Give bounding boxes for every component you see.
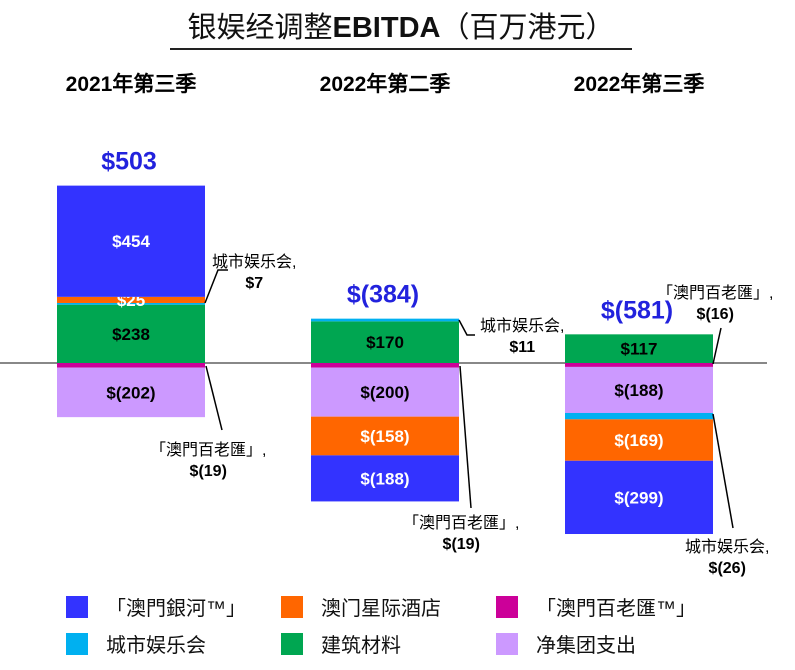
leader-line xyxy=(712,413,734,529)
data-label: $454 xyxy=(112,232,150,251)
callout: 城市娱乐会, $11 xyxy=(480,318,565,356)
bar-segment xyxy=(57,296,205,303)
legend-swatch xyxy=(281,595,303,618)
bar-segment xyxy=(311,321,459,363)
data-label: $(202) xyxy=(106,383,155,402)
bar-segment xyxy=(565,366,713,413)
bar-segment xyxy=(311,363,459,368)
leader-line xyxy=(205,365,223,431)
data-label: $(188) xyxy=(360,469,409,488)
bar-segment xyxy=(311,416,459,456)
leader-line xyxy=(459,365,472,509)
bar-segment xyxy=(565,363,713,367)
data-label: $117 xyxy=(621,340,658,359)
total-label: $(581) xyxy=(601,296,673,324)
bar-segment xyxy=(57,185,205,297)
legend-swatch xyxy=(281,632,303,655)
data-label: $238 xyxy=(112,325,150,344)
callout: 城市娱乐会, $7 xyxy=(212,254,297,292)
bar-segment xyxy=(57,367,205,418)
legend-item: 城市娱乐会 xyxy=(66,629,206,658)
total-label: $503 xyxy=(101,148,157,176)
bar-segment xyxy=(57,363,205,368)
data-label: $(200) xyxy=(360,383,409,402)
total-label: $(384) xyxy=(347,281,419,309)
leader-line xyxy=(712,327,722,365)
category-label: 2022年第三季 xyxy=(573,73,705,96)
legend-swatch xyxy=(66,595,88,618)
data-label: $170 xyxy=(366,333,404,352)
callout: 「澳門百老匯」, $(16) xyxy=(657,285,774,323)
legend-swatch xyxy=(496,595,518,618)
leader-line xyxy=(458,319,475,336)
leader-lines xyxy=(204,269,734,529)
legend-item: 澳门星际酒店 xyxy=(281,592,441,621)
data-label: $(169) xyxy=(614,431,663,450)
bar-segment xyxy=(311,455,459,502)
chart-title: 银娱经调整EBITDA（百万港元） xyxy=(170,4,632,50)
data-label: $(188) xyxy=(614,381,663,400)
data-label: $(299) xyxy=(614,488,663,507)
category-label: 2021年第三季 xyxy=(65,73,197,96)
bar-segment xyxy=(57,302,205,305)
bar-segment xyxy=(565,460,713,535)
bar-segment xyxy=(311,318,459,322)
legend-item: 「澳門銀河™」 xyxy=(66,592,246,621)
bar-segment xyxy=(565,419,713,461)
legend-item: 「澳門百老匯™」 xyxy=(496,592,696,621)
bar-segment xyxy=(57,304,205,363)
bar-segment xyxy=(565,334,713,363)
legend-swatch xyxy=(496,632,518,655)
legend-item: 建筑材料 xyxy=(281,629,401,658)
leader-line xyxy=(204,269,228,304)
legend-item: 净集团支出 xyxy=(496,629,636,658)
data-label: $(158) xyxy=(360,427,409,446)
callout: 「澳門百老匯」, $(19) xyxy=(403,515,520,553)
callout: 城市娱乐会, $(26) xyxy=(685,539,770,577)
bar-segment xyxy=(311,367,459,417)
category-label: 2022年第二季 xyxy=(319,73,451,96)
legend-swatch xyxy=(66,632,88,655)
callout: 「澳門百老匯」, $(19) xyxy=(150,442,267,480)
bar-segment xyxy=(565,412,713,420)
